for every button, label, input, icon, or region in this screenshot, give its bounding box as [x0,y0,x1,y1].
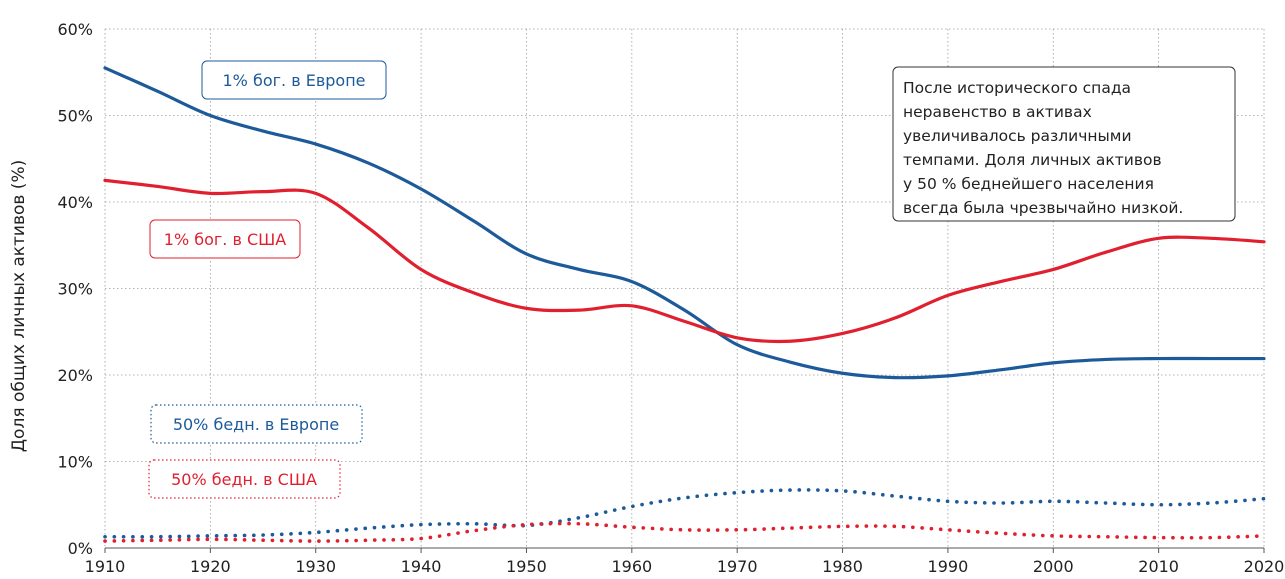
label-eu-top-text: 1% бог. в Европе [222,71,365,90]
x-tick-label: 1950 [506,557,547,576]
label-us-top-text: 1% бог. в США [164,230,287,249]
label-eu-top: 1% бог. в Европе [201,60,387,100]
grid [104,28,1265,548]
x-tick-label: 1970 [717,557,758,576]
y-tick-label: 50% [57,107,93,126]
annotation-line-5: у 50 % беднейшего населения [903,175,1154,193]
annotation-box: После исторического спада неравенство в … [892,66,1236,222]
label-eu-bottom-text: 50% бедн. в Европе [173,415,339,434]
x-tick-label: 1980 [822,557,863,576]
label-eu-bottom: 50% бедн. в Европе [150,404,363,444]
y-tick-label: 20% [57,366,93,385]
x-axis-ticks: 1910 1920 1930 1940 1950 1960 1970 1980 1990 2000… [85,548,1285,576]
x-tick-label: 1910 [85,557,126,576]
x-tick-label: 1920 [190,557,231,576]
y-tick-label: 40% [57,193,93,212]
x-tick-label: 2010 [1138,557,1179,576]
x-tick-label: 1940 [401,557,442,576]
y-tick-label: 0% [68,539,93,558]
x-tick-label: 2000 [1033,557,1074,576]
x-tick-label: 2020 [1244,557,1285,576]
x-tick-label: 1930 [295,557,336,576]
y-axis-ticks: 0% 10% 20% 30% 40% 50% 60% [57,20,93,558]
y-tick-label: 10% [57,453,93,472]
annotation-line-3: увеличивалось различными [903,127,1132,145]
series-line-us-bottom50 [103,521,1266,543]
y-tick-label: 30% [57,280,93,299]
series-line-us-top1 [103,178,1266,344]
annotation-line-6: всегда была чрезвычайно низкой. [903,199,1183,217]
x-tick-label: 1960 [611,557,652,576]
annotation-line-4: темпами. Доля личных активов [903,151,1162,169]
series-group [103,66,1266,543]
annotation-line-1: После исторического спада [903,79,1131,97]
label-us-bottom-text: 50% бедн. в США [171,470,317,489]
label-us-bottom: 50% бедн. в США [148,459,341,499]
x-tick-label: 1990 [928,557,969,576]
y-tick-label: 60% [57,20,93,39]
series-line-eu-bottom50 [103,488,1266,539]
y-axis-label: Доля общих личных активов (%) [9,160,29,452]
label-us-top: 1% бог. в США [149,219,301,259]
series-line-eu-top1 [103,66,1266,380]
annotation-line-2: неравенство в активах [903,103,1092,121]
